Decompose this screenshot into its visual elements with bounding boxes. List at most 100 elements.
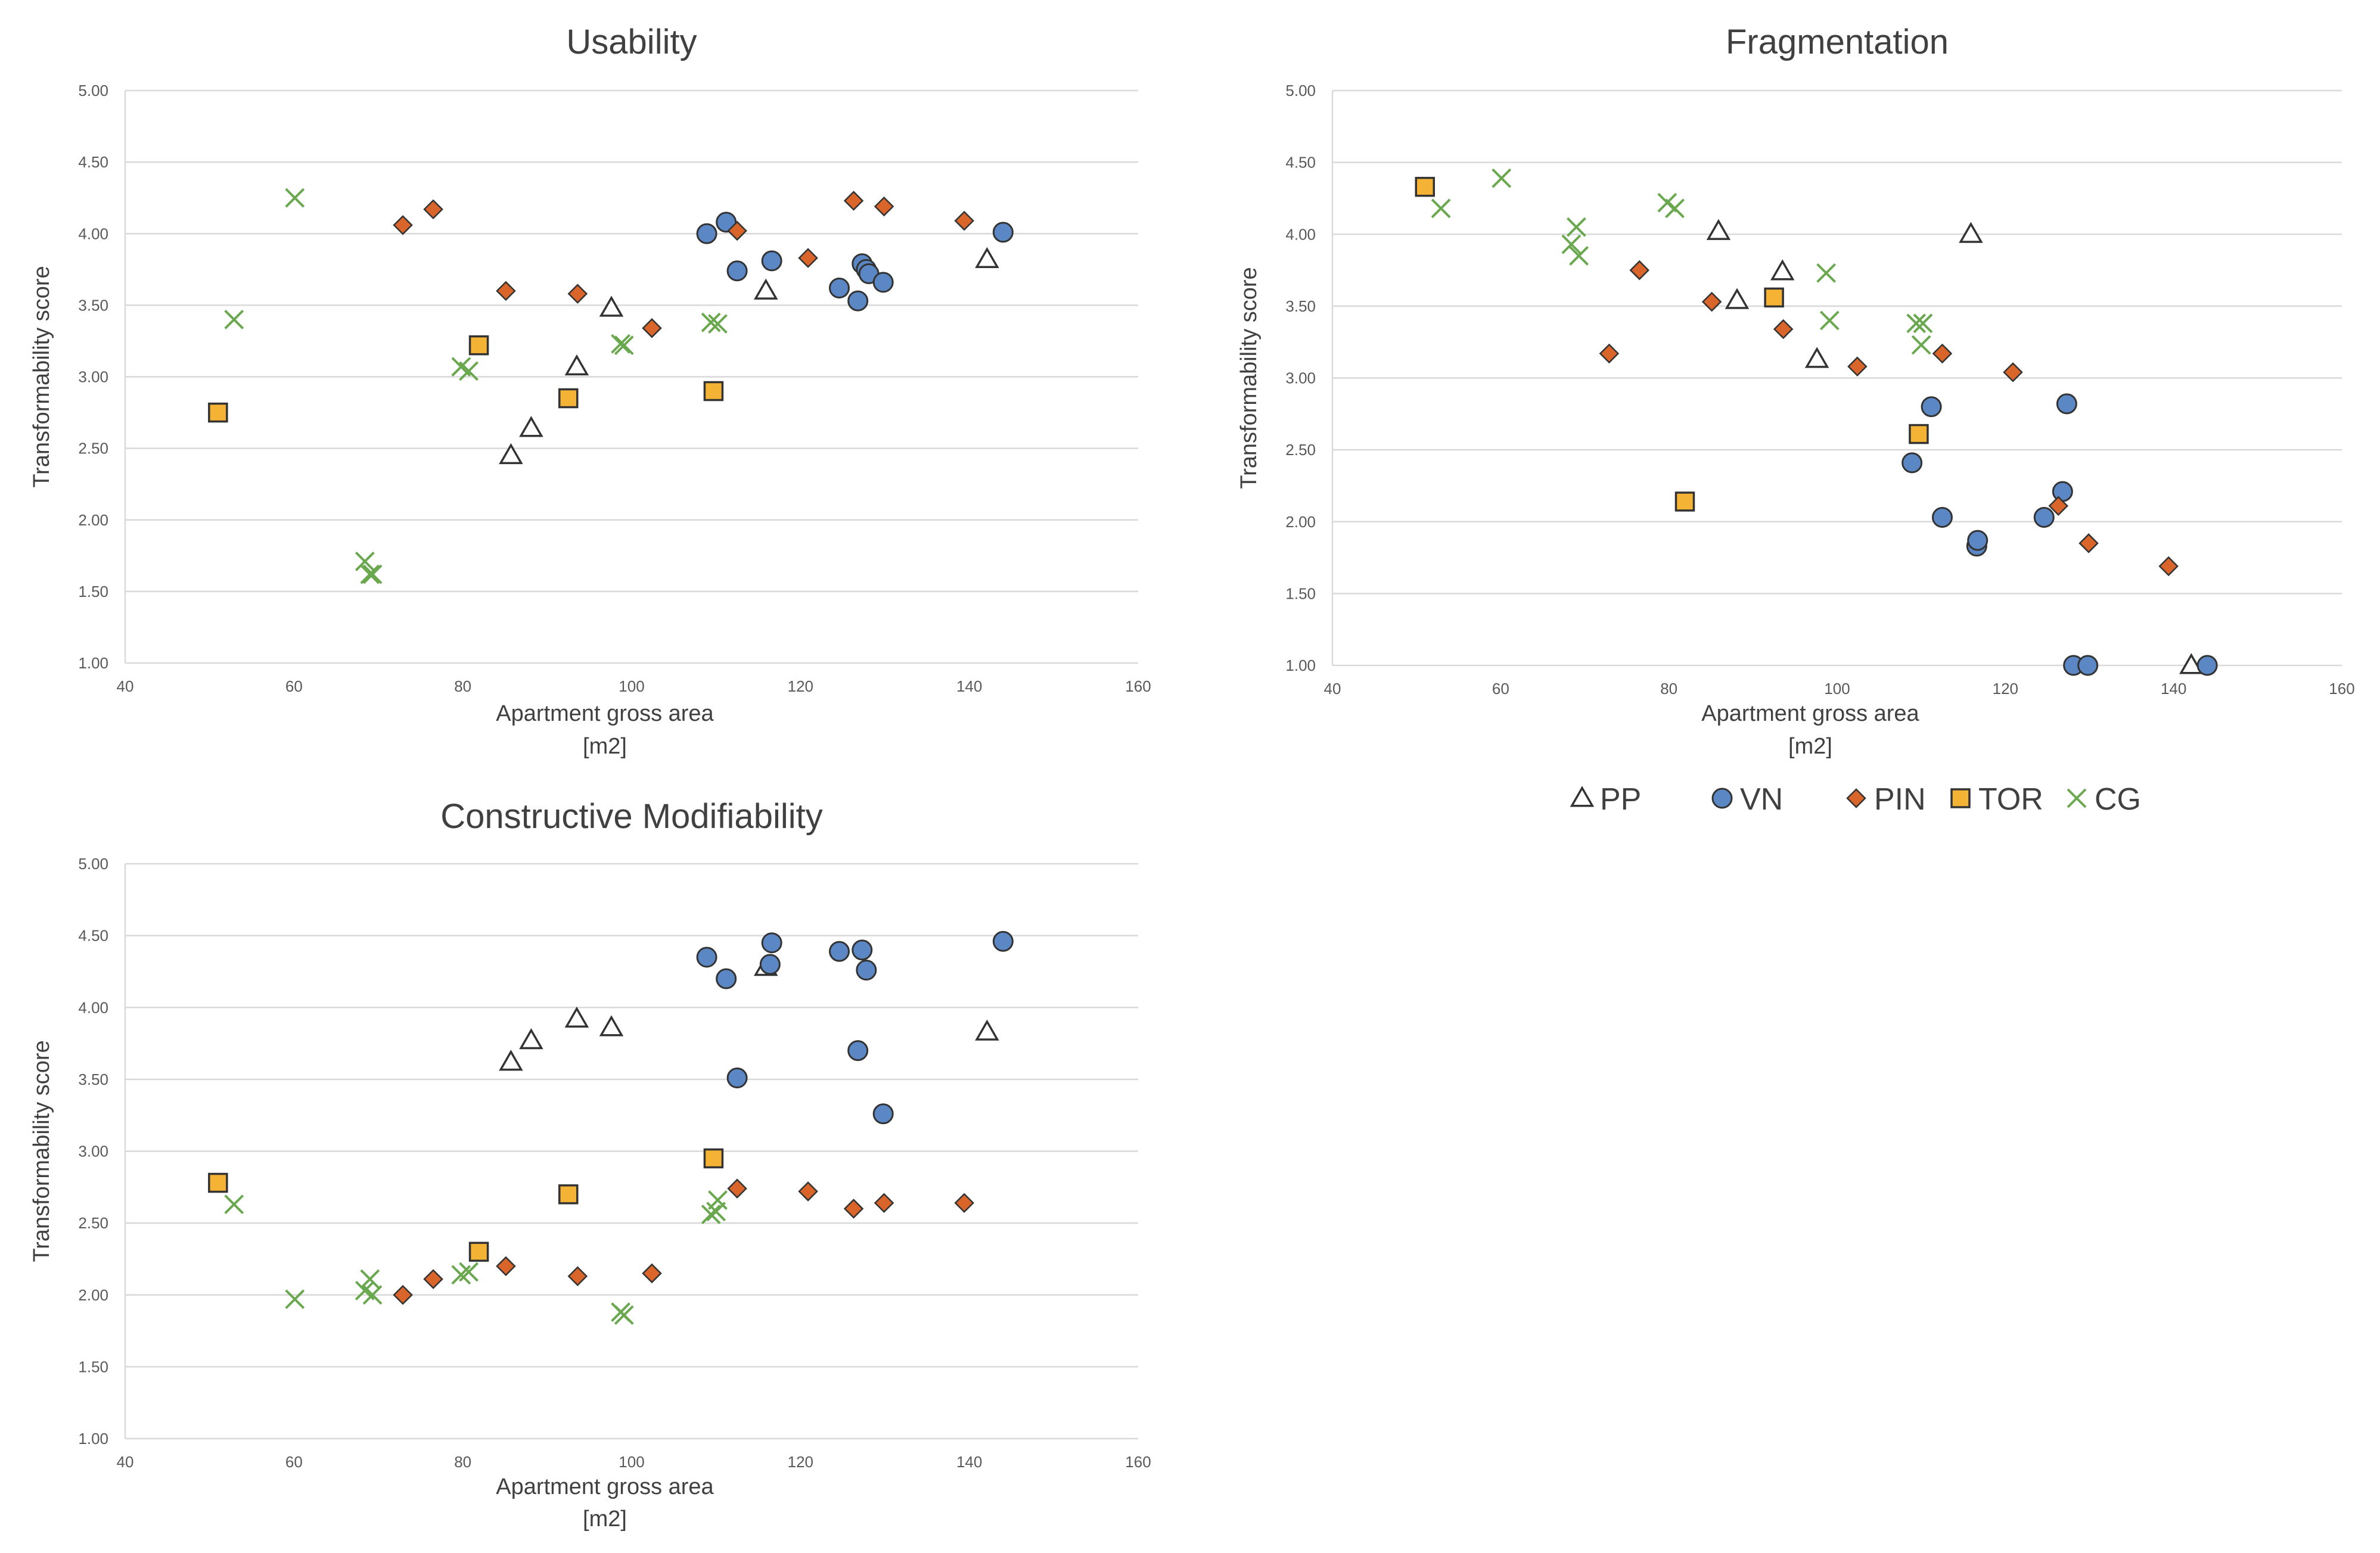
point-pin [874,196,894,217]
series-vn [1901,393,2218,676]
point-vn [696,947,717,968]
point-pin [2003,362,2023,382]
point-pin [642,1263,662,1284]
y-tick-label: 2.50 [78,1214,108,1232]
point-vn [726,260,748,282]
chart-title: Fragmentation [1726,23,1949,61]
point-vn [1967,530,1988,551]
point-pin [567,284,588,304]
point-cg [1665,198,1685,219]
point-pp [1959,222,1983,243]
point-cg [1431,198,1451,219]
point-pin [1599,343,1620,364]
y-tick-label: 3.50 [78,1070,108,1088]
y-tick-label: 3.00 [78,1143,108,1160]
point-cg [701,1205,721,1225]
point-vn [852,939,873,961]
point-vn [761,250,782,272]
point-cg [362,1285,383,1305]
point-pp [753,278,778,300]
legend-item-vn: VN [1711,782,1783,817]
point-cg [285,188,305,208]
x-tick-label: 120 [788,1453,813,1471]
point-vn [992,930,1014,952]
x-tick-label: 140 [2161,680,2186,698]
point-pin [1701,291,1722,312]
series-cg [224,1190,728,1325]
y-axis-label: Transformability score [29,1040,54,1262]
y-tick-label: 3.50 [1285,297,1316,315]
point-vn [716,968,737,989]
point-pin [2048,496,2069,516]
point-cg [362,564,383,584]
legend-marker-pin [1846,788,1866,808]
point-pin [798,248,818,268]
point-vn [856,960,877,981]
point-cg [614,335,634,356]
legend-marker-cg [2067,788,2087,808]
x-tick-label: 40 [117,1453,134,1471]
point-pin [843,1199,864,1219]
y-tick-label: 5.00 [78,855,108,873]
legend-item-cg: CG [2067,782,2141,817]
point-cg [459,1262,479,1282]
y-tick-label: 2.00 [1285,513,1316,531]
x-tick-label: 160 [1125,1453,1151,1471]
x-tick-label: 80 [454,1453,471,1471]
point-pp [599,295,624,317]
legend-marker-vn [1711,788,1733,809]
point-pp [1725,288,1750,309]
point-tor [703,381,724,402]
series-cg [1431,168,1933,355]
point-tor [558,1184,579,1205]
point-pin [843,191,864,211]
point-pin [393,1284,413,1305]
point-vn [726,1067,748,1088]
point-pin [567,1266,588,1287]
point-cg [1569,246,1589,266]
x-tick-label: 160 [2329,680,2354,698]
point-pp [2179,653,2204,674]
point-cg [1561,234,1582,254]
point-cg [614,1305,634,1325]
point-vn [847,1040,869,1062]
point-cg [224,309,244,329]
series-vn [696,930,1014,1125]
y-tick-label: 1.50 [78,583,108,600]
point-cg [611,334,630,354]
point-cg [708,314,728,334]
point-pp [1770,259,1795,281]
point-pin [1629,260,1650,281]
y-tick-label: 1.00 [1285,656,1316,674]
y-tick-label: 4.50 [78,927,108,945]
x-axis-unit: [m2] [583,734,627,759]
point-pin [874,1193,894,1213]
point-vn [872,1103,894,1125]
legend-marker-tor [1950,788,1971,808]
point-tor [468,335,489,356]
series-cg [224,188,728,584]
y-tick-label: 4.50 [78,153,108,171]
y-tick-label: 4.00 [1285,225,1316,243]
point-cg [1913,313,1933,334]
y-tick-label: 2.00 [78,1286,108,1304]
x-tick-label: 140 [956,677,982,695]
point-pp [1706,219,1731,240]
y-tick-label: 1.50 [1285,584,1316,602]
point-vn [829,941,850,962]
point-vn [2196,655,2218,676]
point-pin [496,281,516,301]
y-tick-label: 4.00 [78,225,108,242]
point-vn [872,272,894,293]
y-tick-label: 5.00 [1285,82,1316,99]
point-vn [759,954,781,975]
charts-layer: 1.00 1.50 2.00 2.50 3.00 3.50 4.00 4.50 5.00 40 60… [29,23,2355,1532]
series-tor [208,335,724,423]
point-cg [701,312,721,332]
point-vn [847,290,869,312]
point-cg [355,552,375,571]
x-axis-label: Apartment gross area [496,701,714,726]
point-pin [423,1269,443,1289]
point-pp [499,1050,523,1071]
point-vn [2056,393,2077,415]
